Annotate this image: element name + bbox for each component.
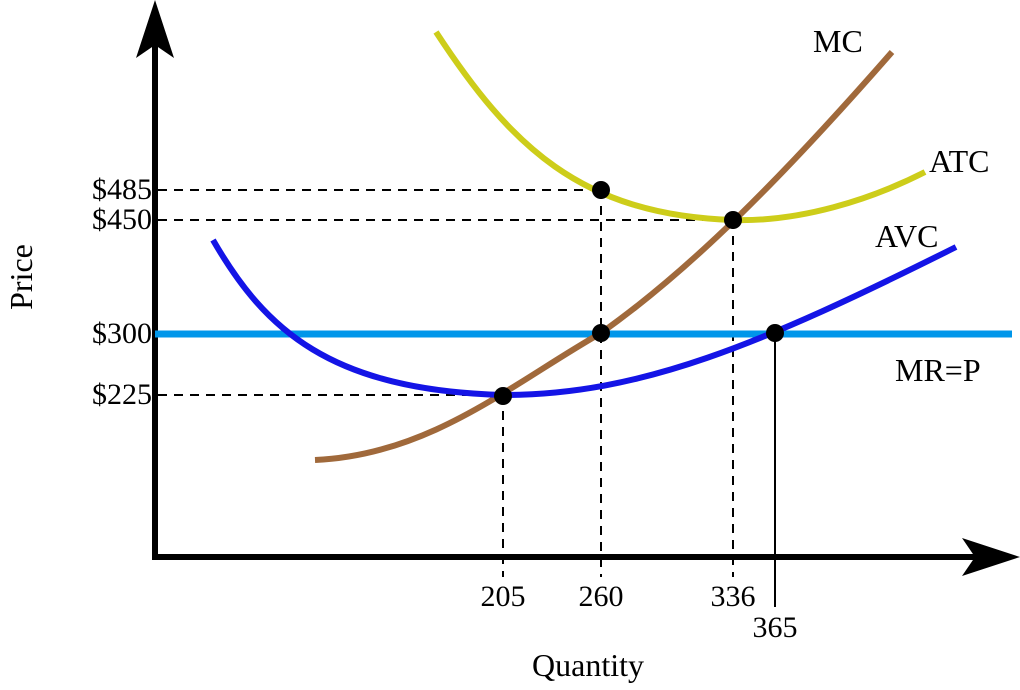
point-mc-atc-336 — [724, 211, 742, 229]
series-avc — [210, 238, 958, 399]
y-tick-label: $485 — [92, 173, 152, 206]
series-atc — [433, 30, 927, 224]
x-tick-label: 260 — [579, 580, 624, 613]
x-axis-arrowhead — [962, 538, 1020, 576]
y-tick-label: $300 — [92, 317, 152, 350]
y-axis-title: Price — [3, 244, 39, 310]
y-tick-label: $225 — [92, 378, 152, 411]
y-axis-arrowhead — [136, 0, 174, 58]
series-mc — [314, 50, 895, 463]
point-avc-mr-365 — [766, 324, 784, 342]
x-tick-label: 365 — [753, 611, 798, 644]
label-avc: AVC — [875, 218, 938, 254]
point-atc-260 — [592, 181, 610, 199]
label-mc: MC — [813, 23, 863, 59]
point-mc-mr-260 — [592, 324, 610, 342]
label-mr-p: MR=P — [895, 352, 981, 388]
x-axis-title: Quantity — [532, 647, 644, 683]
x-tick-label: 205 — [481, 580, 526, 613]
point-mc-avc-205 — [494, 387, 512, 405]
y-tick-label: $450 — [92, 203, 152, 236]
x-tick-label: 336 — [711, 580, 756, 613]
label-atc: ATC — [929, 143, 989, 179]
